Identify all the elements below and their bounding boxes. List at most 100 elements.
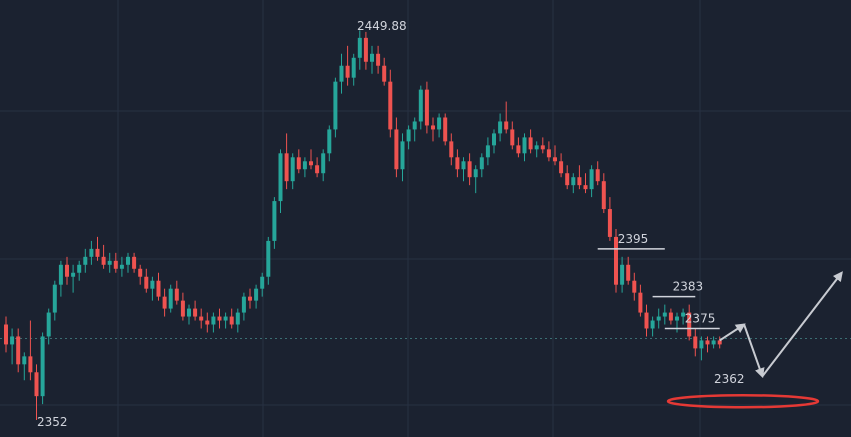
candle-body [376,53,381,66]
candle-body [241,296,246,313]
candle-body [711,340,716,345]
candle-body [595,169,600,182]
candle-body [559,161,564,174]
candle-body [211,316,216,325]
candle-body [10,336,15,345]
candle-body [675,316,679,321]
high-price-label: 2449.88 [357,19,407,33]
candle-body [34,372,39,397]
candle-body [156,280,161,297]
candle-body [492,133,496,146]
candle-body [644,312,649,329]
candle-body [400,141,405,170]
candle-body [95,248,100,257]
candle-body [607,209,612,237]
candle-body [668,312,673,321]
candle-body [577,177,582,186]
candle-body [626,264,631,281]
candle-body [16,336,21,365]
candle-body [40,336,45,397]
candle-body [461,161,466,170]
candle-body [455,157,460,170]
candle-body [424,89,429,126]
candle-body [693,336,698,349]
candle-body [485,145,490,158]
candle-body [681,312,686,317]
candle-body [205,320,210,325]
candle-body [4,324,8,345]
candle-body [229,316,234,325]
candle-body [89,248,94,257]
candle-body [437,117,442,130]
candlestick-series [4,30,722,421]
candle-body [65,264,69,277]
candle-body [22,356,27,365]
candle-body [266,240,271,277]
candle-body [144,276,149,289]
candle-body [290,157,295,182]
candle-body [46,312,51,337]
candle-body [339,65,344,82]
candle-body [302,161,307,170]
candle-body [479,157,484,170]
candle-body [174,288,179,301]
candle-body [58,264,63,285]
candle-body [278,153,283,202]
candle-body [699,340,704,349]
candle-body [321,153,326,174]
candle-body [333,81,338,130]
candle-body [431,125,435,130]
projection-arrows [666,271,843,409]
candle-body [363,37,368,62]
candle-body [418,89,423,122]
candle-body [345,65,350,78]
candle-body [235,312,240,325]
candle-body [126,256,130,265]
candle-body [638,292,643,313]
candle-body [132,256,137,269]
candle-body [498,121,503,134]
candle-body [83,256,88,265]
candle-body [180,300,185,317]
candle-body [217,316,222,321]
chart-labels: 2449.88 2352 2362 [37,19,745,429]
candle-body [260,276,265,289]
candle-body [662,312,667,317]
candle-body [656,316,661,321]
candle-body [406,129,411,142]
candle-body [388,81,393,130]
candle-body [357,37,362,58]
candle-body [449,141,454,158]
candle-body [382,65,387,82]
candle-body [138,268,143,277]
candle-body [193,308,198,317]
candle-body [223,316,228,321]
candle-body [52,284,57,313]
projection-arrow [743,324,765,379]
projection-arrow [719,323,746,342]
candle-body [553,157,557,162]
candle-body [522,137,527,154]
low-price-label: 2352 [37,415,68,429]
candle-body [504,121,509,130]
candle-body [650,320,655,329]
target-price-label: 2362 [714,372,745,386]
candle-body [443,117,448,142]
candle-body [717,340,722,345]
candle-body [168,288,173,309]
level-label: 2375 [685,311,716,325]
candle-body [583,185,588,190]
candle-body [351,57,356,78]
candle-body [107,260,112,265]
candle-body [412,121,417,130]
candle-body [370,53,374,62]
candle-body [296,157,301,170]
candle-body [71,272,76,277]
candle-body [632,280,637,293]
candle-body [565,173,570,186]
candle-body [315,165,320,174]
candle-body [272,201,277,241]
candle-body [254,288,259,301]
